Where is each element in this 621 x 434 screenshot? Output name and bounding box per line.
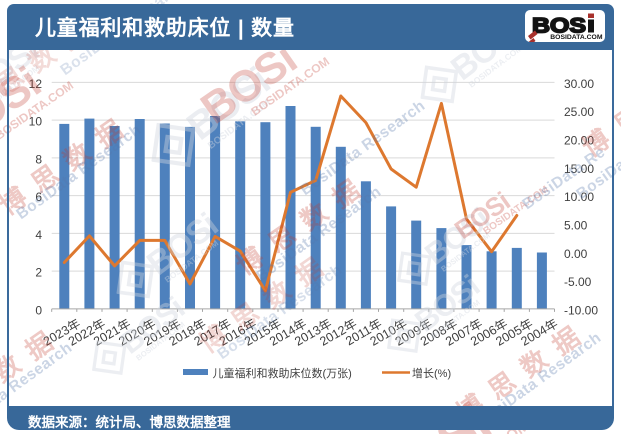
svg-text:4: 4 (35, 228, 42, 242)
svg-text:儿童福利和救助床位数(万张): 儿童福利和救助床位数(万张) (213, 366, 352, 380)
svg-text:25.00: 25.00 (564, 105, 594, 119)
svg-text:2: 2 (35, 266, 42, 280)
svg-text:8: 8 (35, 152, 42, 166)
svg-text:BOSIDATA.COM: BOSIDATA.COM (550, 34, 603, 41)
svg-text:增长(%): 增长(%) (412, 366, 451, 380)
svg-text:10.00: 10.00 (564, 190, 594, 204)
svg-text:-5.00: -5.00 (564, 275, 592, 289)
svg-text:5.00: 5.00 (564, 219, 588, 233)
svg-text:-10.00: -10.00 (564, 303, 598, 317)
svg-text:6: 6 (35, 190, 42, 204)
svg-text:15.00: 15.00 (564, 162, 594, 176)
svg-text:BOS: BOS (532, 14, 586, 38)
svg-text:20.00: 20.00 (564, 134, 594, 148)
svg-text:0: 0 (35, 303, 42, 317)
svg-text:12: 12 (29, 77, 43, 91)
svg-text:30.00: 30.00 (564, 77, 594, 91)
svg-text:10: 10 (29, 115, 43, 129)
svg-text:0.00: 0.00 (564, 247, 588, 261)
